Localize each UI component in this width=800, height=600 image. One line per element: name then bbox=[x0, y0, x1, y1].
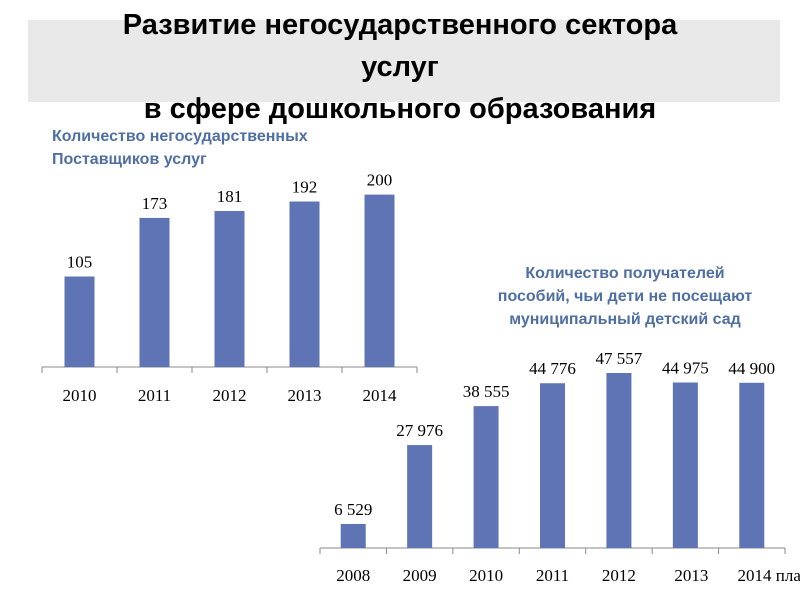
chart-2-tick-label: 2010 bbox=[469, 566, 503, 585]
chart-2-data-label: 44 975 bbox=[662, 358, 709, 377]
chart-1-tick-label: 2013 bbox=[288, 386, 322, 405]
chart-2-bar bbox=[407, 445, 433, 548]
chart-2-bar bbox=[606, 372, 632, 548]
chart-2-data-label: 27 976 bbox=[396, 421, 443, 440]
chart-1-bar bbox=[364, 194, 395, 367]
chart-1-bar bbox=[214, 210, 245, 367]
chart-2-data-label: 47 557 bbox=[596, 349, 643, 368]
chart-2-bar bbox=[672, 382, 698, 548]
chart-1-data-label: 200 bbox=[367, 171, 393, 190]
chart-2-title-line-3: муниципальный детский сад bbox=[509, 311, 741, 328]
chart-1-tick-label: 2010 bbox=[63, 386, 97, 405]
chart-1-bar bbox=[64, 276, 95, 367]
chart-2-bar bbox=[473, 406, 499, 548]
chart-2-tick-label: 2014 план bbox=[738, 566, 800, 585]
title-band bbox=[28, 20, 780, 102]
chart-2-tick-label: 2011 bbox=[536, 566, 569, 585]
chart-1-data-label: 181 bbox=[217, 187, 243, 206]
chart-2-data-label: 44 776 bbox=[529, 359, 576, 378]
chart-1-data-label: 105 bbox=[67, 253, 93, 272]
chart-1-tick-label: 2014 bbox=[363, 386, 398, 405]
chart-1-data-label: 192 bbox=[292, 178, 318, 197]
chart-1-bar bbox=[139, 217, 170, 367]
page-title: Развитие негосударственного сектора услу… bbox=[0, 4, 800, 130]
chart-1-title: Количество негосударственных Поставщиков… bbox=[52, 125, 308, 171]
chart-2-bar bbox=[540, 383, 565, 548]
page-title-line-1: Развитие негосударственного сектора bbox=[122, 9, 678, 41]
chart-2-bar bbox=[340, 523, 366, 548]
chart-2-tick-label: 2008 bbox=[336, 566, 370, 585]
chart-2-data-label: 6 529 bbox=[334, 500, 372, 519]
chart-2-data-label: 38 555 bbox=[463, 382, 510, 401]
chart-1-tick-label: 2012 bbox=[213, 386, 247, 405]
page-title-line-3: в сфере дошкольного образования bbox=[143, 93, 657, 125]
chart-1-title-line-1: Количество негосударственных bbox=[52, 128, 308, 145]
page-title-line-2: услуг bbox=[361, 51, 439, 83]
chart-2-bar bbox=[739, 382, 765, 548]
chart-2-tick-label: 2013 bbox=[674, 566, 708, 585]
chart-2-data-label: 44 900 bbox=[728, 359, 775, 378]
chart-2-tick-label: 2012 bbox=[602, 566, 636, 585]
chart-2-title-line-2: пособий, чьи дети не посещают bbox=[497, 288, 753, 305]
chart-1-title-line-2: Поставщиков услуг bbox=[52, 151, 207, 168]
chart-2-tick-label: 2009 bbox=[403, 566, 437, 585]
chart-2-title: Количество получателей пособий, чьи дети… bbox=[440, 262, 800, 331]
chart-1-data-label: 173 bbox=[142, 194, 168, 213]
chart-2-title-line-1: Количество получателей bbox=[525, 265, 725, 282]
chart-1-bar bbox=[289, 201, 320, 367]
chart-1-tick-label: 2011 bbox=[138, 386, 171, 405]
